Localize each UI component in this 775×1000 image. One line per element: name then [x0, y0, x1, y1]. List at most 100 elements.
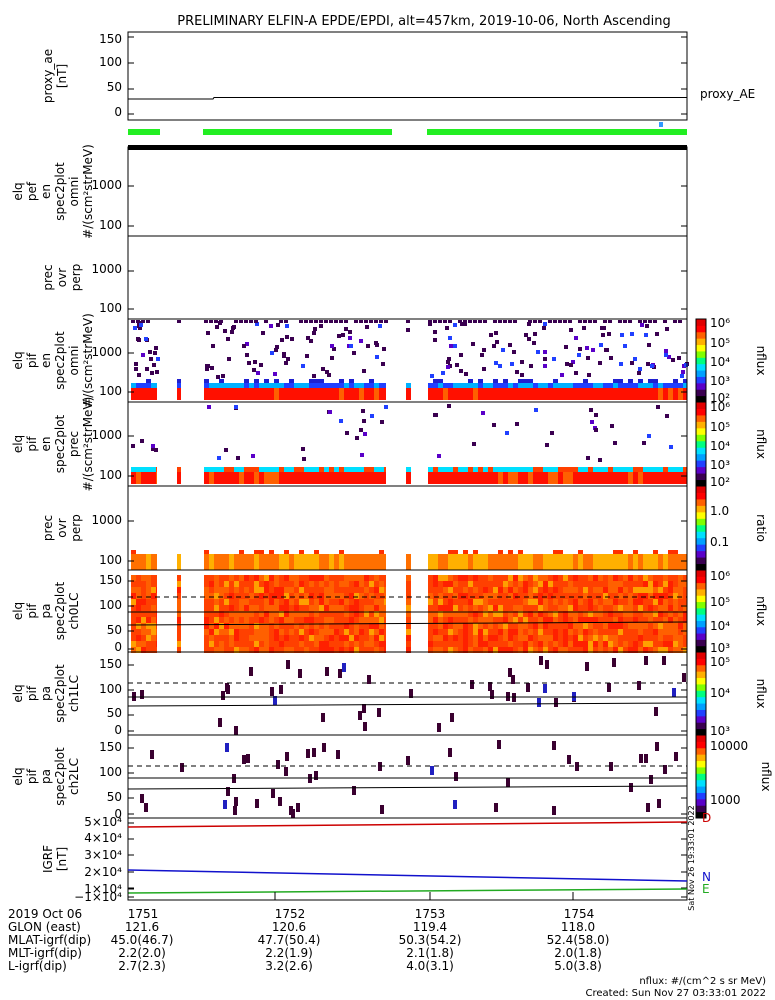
heatmap-cell	[309, 379, 314, 383]
heatmap-cell	[574, 371, 578, 375]
heatmap-cell	[608, 635, 613, 641]
heatmap-cell	[683, 593, 687, 599]
heatmap-cell	[473, 623, 478, 629]
heatmap-cell	[244, 554, 249, 570]
heatmap-cell	[578, 575, 583, 581]
heatmap-cell	[433, 599, 438, 605]
heatmap-cell	[628, 611, 633, 617]
heatmap-cell	[458, 647, 463, 653]
heatmap-cell	[229, 467, 234, 472]
heatmap-cell	[279, 593, 284, 599]
heatmap-cell	[274, 605, 279, 611]
colorbar-tick: 10⁵	[710, 420, 730, 434]
heatmap-cell	[361, 409, 365, 413]
heatmap-cell	[379, 641, 384, 647]
heatmap-cell	[683, 575, 687, 581]
heatmap-cell	[377, 708, 381, 717]
heatmap-cell	[598, 361, 602, 365]
heatmap-cell	[259, 363, 263, 367]
heatmap-cell	[483, 554, 488, 570]
heatmap-cell	[209, 593, 214, 599]
heatmap-cell	[294, 617, 299, 623]
heatmap-cell	[518, 623, 523, 629]
colorbar-frame	[695, 734, 707, 819]
heatmap-cell	[513, 467, 518, 472]
heatmap-cell	[618, 641, 623, 647]
heatmap-cell	[229, 641, 234, 647]
heatmap-cell	[608, 641, 613, 647]
heatmap-cell	[141, 581, 146, 587]
heatmap-cell	[650, 364, 654, 368]
heatmap-cell	[359, 611, 364, 617]
heatmap-cell	[334, 623, 339, 629]
heatmap-cell	[603, 388, 608, 400]
heatmap-cell	[294, 635, 299, 641]
heatmap-cell	[319, 554, 324, 570]
heatmap-cell	[219, 383, 224, 388]
heatmap-cell	[543, 623, 548, 629]
heatmap-cell	[354, 554, 359, 570]
heatmap-cell	[568, 599, 573, 605]
heatmap-cell	[638, 635, 643, 641]
heatmap-cell	[612, 658, 616, 667]
heatmap-cell	[255, 322, 259, 326]
y-tick-label: 3×10⁴	[84, 848, 122, 862]
heatmap-cell	[663, 554, 668, 570]
heatmap-cell	[214, 623, 219, 629]
heatmap-cell	[458, 587, 463, 593]
heatmap-cell	[369, 629, 374, 635]
heatmap-cell	[468, 605, 473, 611]
heatmap-cell	[209, 647, 214, 653]
heatmap-cell	[553, 581, 558, 587]
heatmap-cell	[543, 617, 548, 623]
heatmap-cell	[428, 647, 433, 653]
heatmap-cell	[349, 635, 354, 641]
heatmap-cell	[518, 587, 523, 593]
colorbar-swatch	[696, 440, 706, 448]
y-axis-label: IGRF	[41, 845, 55, 873]
heatmap-cell	[259, 635, 264, 641]
heatmap-cell	[543, 599, 548, 605]
heatmap-cell	[548, 554, 553, 570]
heatmap-cell	[337, 334, 341, 338]
heatmap-cell	[214, 383, 219, 388]
heatmap-cell	[633, 617, 638, 623]
heatmap-cell	[364, 383, 369, 388]
heatmap-cell	[613, 550, 618, 554]
y-axis-label: pif	[25, 685, 39, 701]
heatmap-cell	[286, 357, 290, 361]
heatmap-cell	[618, 383, 623, 388]
heatmap-cell	[254, 550, 259, 554]
heatmap-cell	[443, 611, 448, 617]
heatmap-cell	[663, 635, 668, 641]
heatmap-cell	[459, 353, 463, 357]
footer-row-label: GLON (east)	[8, 920, 81, 934]
heatmap-cell	[406, 756, 410, 765]
heatmap-cell	[501, 348, 505, 352]
heatmap-cell	[151, 383, 156, 388]
heatmap-cell	[458, 472, 463, 484]
heatmap-cell	[229, 623, 234, 629]
heatmap-cell	[204, 554, 209, 570]
heatmap-cell	[574, 336, 578, 340]
heatmap-cell	[573, 554, 578, 570]
heatmap-cell	[523, 611, 528, 617]
heatmap-cell	[339, 581, 344, 587]
heatmap-cell	[296, 803, 300, 812]
heatmap-cell	[638, 593, 643, 599]
y-axis-label: #/(scm²strMeV)	[81, 144, 95, 239]
heatmap-cell	[493, 320, 497, 323]
heatmap-cell	[354, 629, 359, 635]
heatmap-cell	[249, 581, 254, 587]
heatmap-cell	[512, 350, 516, 354]
heatmap-cell	[663, 623, 668, 629]
y-tick-label: 0	[114, 807, 122, 821]
heatmap-cell	[588, 383, 593, 388]
heatmap-cell	[254, 635, 259, 641]
heatmap-cell	[284, 617, 289, 623]
heatmap-cell	[533, 587, 538, 593]
heatmap-cell	[223, 329, 227, 333]
heatmap-cell	[369, 617, 374, 623]
heatmap-cell	[204, 647, 209, 653]
heatmap-cell	[583, 467, 588, 472]
